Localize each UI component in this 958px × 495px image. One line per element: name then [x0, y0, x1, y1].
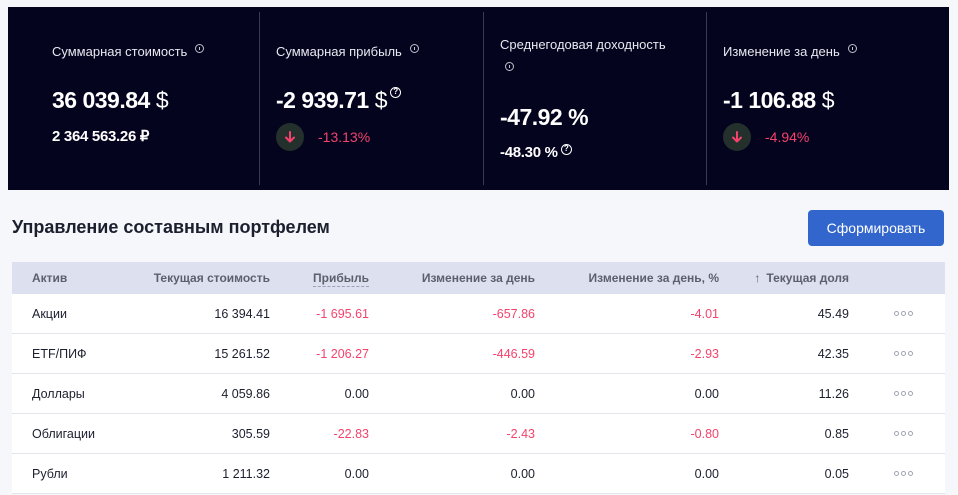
summary-panel: Суммарная стоимость 36 039.84 $ 2 364 56…	[8, 7, 949, 190]
total-value-amount: 36 039.84 $	[52, 87, 169, 113]
total-profit-change: -13.13%	[276, 123, 483, 151]
arrow-down-icon	[276, 123, 304, 151]
section-title: Управление составным портфелем	[12, 217, 330, 237]
day-change-pct-row: -4.94%	[723, 123, 949, 151]
info-icon[interactable]	[505, 62, 514, 71]
info-icon[interactable]	[847, 44, 857, 53]
form-portfolio-button[interactable]: Сформировать	[808, 210, 944, 246]
info-icon[interactable]	[409, 44, 419, 53]
col-share[interactable]: ↑ Текущая доля	[754, 271, 849, 285]
table-row[interactable]: Облигации 305.59 -22.83 -2.43 -0.80 0.85	[12, 414, 945, 454]
help-icon[interactable]: ?	[560, 144, 572, 155]
more-icon[interactable]	[893, 431, 913, 436]
day-change-title: Изменение за день	[723, 44, 857, 59]
info-icon[interactable]	[195, 44, 205, 53]
total-value-card: Суммарная стоимость 36 039.84 $ 2 364 56…	[8, 7, 259, 190]
col-profit[interactable]: Прибыль	[313, 271, 369, 287]
more-icon[interactable]	[893, 311, 913, 316]
portfolio-table: Актив Текущая стоимость Прибыль Изменени…	[12, 262, 945, 494]
annual-yield-sub: -48.30 % ?	[500, 144, 706, 161]
col-asset[interactable]: Актив	[32, 271, 68, 285]
more-icon[interactable]	[893, 351, 913, 356]
total-profit-title: Суммарная прибыль	[276, 44, 419, 59]
day-change-card: Изменение за день -1 106.88 $ -4.94%	[706, 7, 949, 190]
annual-yield-amount: -47.92 %	[500, 104, 589, 130]
more-icon[interactable]	[893, 471, 913, 476]
col-value[interactable]: Текущая стоимость	[153, 271, 270, 285]
annual-yield-card: Среднегодовая доходность -47.92 % -48.30…	[483, 7, 706, 190]
table-row[interactable]: ETF/ПИФ 15 261.52 -1 206.27 -446.59 -2.9…	[12, 334, 945, 374]
table-row[interactable]: Рубли 1 211.32 0.00 0.00 0.00 0.05	[12, 454, 945, 494]
total-profit-card: Суммарная прибыль -2 939.71 $ ? -13.13%	[259, 7, 483, 190]
sort-asc-icon: ↑	[754, 271, 761, 285]
day-change-amount: -1 106.88 $	[723, 87, 835, 113]
col-day-change-pct[interactable]: Изменение за день, %	[588, 271, 719, 285]
annual-yield-title: Среднегодовая доходность	[500, 37, 706, 77]
help-icon[interactable]: ?	[390, 87, 401, 98]
table-row[interactable]: Доллары 4 059.86 0.00 0.00 0.00 11.26	[12, 374, 945, 414]
col-day-change[interactable]: Изменение за день	[421, 271, 535, 285]
total-value-title: Суммарная стоимость	[52, 44, 205, 59]
more-icon[interactable]	[893, 391, 913, 396]
table-row[interactable]: Акции 16 394.41 -1 695.61 -657.86 -4.01 …	[12, 294, 945, 334]
total-value-rub: 2 364 563.26 ₽	[52, 128, 150, 145]
total-profit-amount: -2 939.71 $ ?	[276, 87, 483, 114]
arrow-down-icon	[723, 123, 751, 151]
table-header: Актив Текущая стоимость Прибыль Изменени…	[12, 262, 945, 294]
